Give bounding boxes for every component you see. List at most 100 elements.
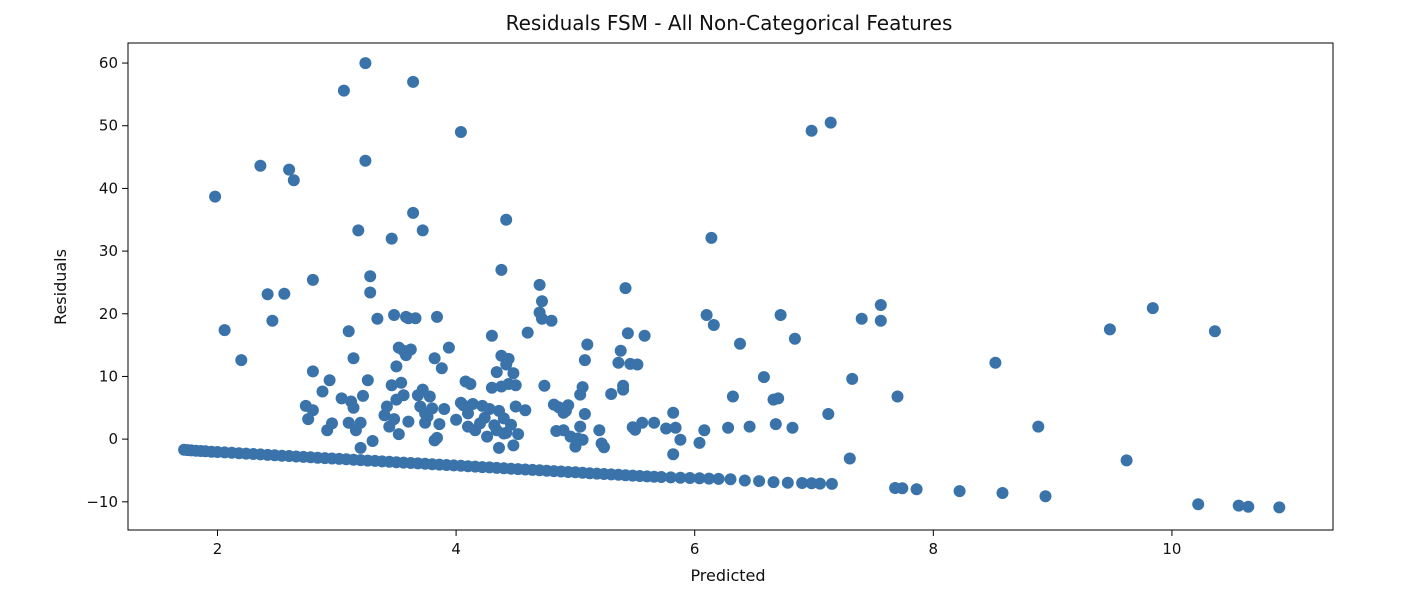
- data-point: [352, 224, 365, 237]
- data-point: [302, 413, 315, 426]
- data-point: [576, 381, 589, 394]
- data-point: [409, 312, 422, 325]
- data-point: [738, 474, 751, 487]
- x-tick-label: 4: [451, 540, 461, 558]
- data-point: [774, 309, 787, 321]
- data-point: [617, 383, 630, 396]
- data-point: [509, 400, 522, 413]
- data-point: [814, 477, 826, 490]
- data-point: [638, 329, 651, 342]
- data-point: [316, 385, 329, 398]
- data-point: [822, 408, 835, 420]
- data-point: [769, 418, 782, 431]
- data-point: [354, 441, 367, 454]
- data-point: [767, 476, 780, 489]
- y-tick-label: 0: [108, 430, 118, 448]
- data-point: [648, 416, 661, 429]
- data-point: [521, 326, 534, 339]
- data-point: [1103, 323, 1116, 336]
- data-point: [385, 232, 398, 245]
- data-point: [380, 400, 393, 413]
- y-tick-label: 30: [99, 242, 118, 260]
- data-point: [507, 439, 520, 452]
- data-point: [490, 366, 503, 379]
- data-point: [218, 324, 231, 337]
- x-axis: 2 4 6 8 10: [213, 530, 1181, 558]
- data-point: [703, 472, 715, 485]
- data-point: [371, 312, 384, 325]
- y-tick-label: −10: [86, 493, 118, 511]
- data-point: [433, 418, 446, 431]
- data-point: [536, 295, 548, 308]
- data-point: [261, 288, 274, 301]
- data-point: [726, 390, 739, 403]
- data-point: [388, 413, 401, 426]
- data-point: [874, 314, 887, 327]
- data-point: [1232, 499, 1245, 512]
- data-point: [519, 404, 532, 417]
- data-point: [485, 329, 498, 342]
- scatter-points: [178, 57, 1286, 514]
- data-point: [404, 343, 417, 356]
- data-point: [824, 116, 837, 129]
- data-point: [385, 379, 398, 392]
- data-point: [359, 154, 372, 167]
- data-point: [509, 379, 522, 392]
- data-point: [306, 365, 319, 378]
- data-point: [431, 431, 443, 444]
- x-axis-label: Predicted: [690, 566, 765, 585]
- data-point: [500, 213, 513, 226]
- data-point: [781, 476, 794, 489]
- x-tick-label: 10: [1162, 540, 1181, 558]
- data-point: [664, 471, 677, 484]
- data-point: [1032, 420, 1045, 433]
- chart-title: Residuals FSM - All Non-Categorical Feat…: [506, 11, 953, 35]
- data-point: [416, 224, 429, 237]
- data-point: [605, 388, 618, 400]
- data-point: [855, 312, 868, 325]
- data-point: [1039, 490, 1052, 503]
- data-point: [612, 356, 625, 369]
- data-point: [438, 403, 451, 415]
- data-point: [667, 406, 680, 419]
- data-point: [388, 309, 401, 321]
- data-point: [891, 390, 904, 403]
- data-point: [347, 352, 360, 365]
- data-point: [505, 418, 517, 431]
- data-point: [655, 471, 668, 483]
- data-point: [485, 381, 498, 394]
- data-point: [896, 482, 909, 495]
- data-point: [361, 374, 374, 387]
- data-point: [495, 263, 508, 276]
- data-point: [536, 312, 548, 325]
- data-point: [428, 352, 441, 365]
- data-point: [364, 270, 377, 283]
- data-point: [283, 163, 296, 176]
- data-point: [493, 441, 505, 454]
- data-point: [483, 403, 496, 415]
- y-axis-label: Residuals: [51, 249, 70, 325]
- data-point: [390, 360, 403, 373]
- x-tick-label: 8: [929, 540, 939, 558]
- data-point: [660, 422, 673, 435]
- data-point: [450, 413, 463, 426]
- data-point: [337, 84, 350, 97]
- data-point: [753, 475, 766, 488]
- data-point: [538, 379, 551, 392]
- data-point: [1120, 454, 1133, 467]
- data-point: [407, 75, 420, 88]
- data-point: [1192, 498, 1205, 511]
- data-point: [1242, 500, 1255, 513]
- data-point: [278, 287, 291, 300]
- data-point: [786, 421, 799, 434]
- x-tick-label: 6: [690, 540, 700, 558]
- data-point: [435, 362, 448, 375]
- data-point: [306, 273, 319, 286]
- data-point: [442, 341, 455, 354]
- data-point: [357, 389, 369, 402]
- data-point: [805, 124, 818, 137]
- data-point: [674, 471, 687, 484]
- data-point: [323, 374, 336, 387]
- data-point: [796, 477, 809, 489]
- y-tick-label: 20: [99, 305, 118, 323]
